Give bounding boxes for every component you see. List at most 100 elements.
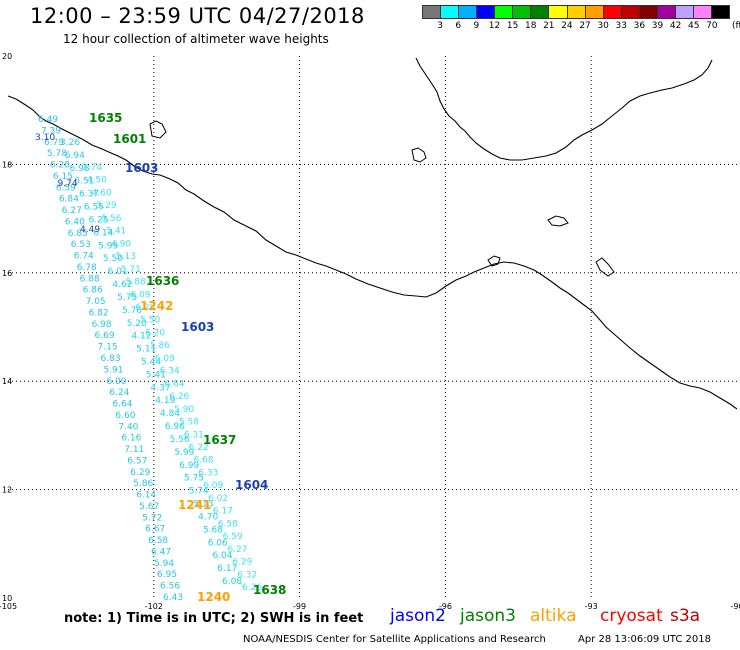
swh-value: 6.51 bbox=[74, 177, 94, 187]
swh-value: 5.78 bbox=[47, 149, 67, 159]
swh-value: 5.50 bbox=[140, 316, 160, 326]
swh-value: 4.62 bbox=[112, 280, 132, 290]
pass-time-label: 1638 bbox=[253, 583, 286, 597]
pass-time-label: 1603 bbox=[181, 320, 214, 334]
color-scale-swatch bbox=[674, 5, 693, 19]
swh-value: 4.49 bbox=[80, 225, 100, 235]
coastal-lagoon-outline bbox=[487, 255, 501, 267]
swh-value: 6.26 bbox=[169, 392, 189, 402]
color-scale-unit: (ft) bbox=[732, 21, 740, 31]
swh-value: 6.84 bbox=[59, 195, 79, 205]
pass-time-label: 1601 bbox=[113, 132, 146, 146]
color-scale-swatch bbox=[458, 5, 477, 19]
color-scale-tick-label: 9 bbox=[473, 21, 480, 31]
swh-value: 7.05 bbox=[86, 297, 106, 307]
page-subtitle: 12 hour collection of altimeter wave hei… bbox=[63, 32, 329, 46]
graticule bbox=[8, 56, 737, 598]
swh-value: 6.34 bbox=[160, 367, 180, 377]
swh-value: 6.27 bbox=[227, 545, 247, 555]
swh-value: 6.31 bbox=[184, 430, 204, 440]
longitude-label: -96 bbox=[439, 602, 452, 611]
swh-value: 6.78 bbox=[77, 263, 97, 273]
swh-value: 6.14 bbox=[93, 228, 113, 238]
swh-value: 6.98 bbox=[70, 164, 90, 174]
swh-value: 7.15 bbox=[98, 343, 118, 353]
swh-value: 5.20 bbox=[127, 319, 147, 329]
swh-value: 6.86 bbox=[83, 286, 103, 296]
color-scale-tick-label: 70 bbox=[706, 21, 718, 31]
swh-value: 7.39 bbox=[41, 126, 61, 136]
swh-value: 6.17 bbox=[217, 564, 237, 574]
credit-footer: NOAA/NESDIS Center for Satellite Applica… bbox=[243, 634, 546, 645]
laguna-terminos bbox=[411, 147, 427, 163]
color-scale-swatch bbox=[512, 5, 531, 19]
color-scale-swatch bbox=[711, 5, 731, 19]
swh-value: 5.41 bbox=[146, 370, 166, 380]
pass-time-label: 1241 bbox=[178, 498, 211, 512]
swh-value: 5.58 bbox=[179, 418, 199, 428]
swh-value: 4.12 bbox=[131, 332, 151, 342]
swh-value: 6.28 bbox=[135, 303, 155, 313]
swh-value: 6.01 bbox=[108, 267, 128, 277]
color-scale-tick-label: 39 bbox=[651, 21, 664, 31]
swh-value: 4.19 bbox=[155, 396, 175, 406]
swh-value: 6.82 bbox=[89, 308, 109, 318]
swh-value: 6.64 bbox=[164, 379, 184, 389]
swh-value: 6.32 bbox=[237, 570, 257, 580]
axis-labels: -105 -102 -99 -96 -93 -90 10 12 14 16 18 20 bbox=[0, 52, 740, 611]
swh-value: 5.11 bbox=[136, 345, 156, 355]
swh-value: 6.98 bbox=[92, 320, 112, 330]
color-scale-tick-label: 45 bbox=[688, 21, 700, 31]
swh-value: 5.74 bbox=[189, 487, 209, 497]
color-scale-swatch bbox=[602, 5, 621, 19]
swh-value: 6.49 bbox=[38, 115, 58, 125]
pass-time-label: 1604 bbox=[235, 478, 268, 492]
latitude-label: 20 bbox=[2, 52, 12, 61]
color-scale-swatch bbox=[620, 5, 639, 19]
satellite-legend-s3a: s3a bbox=[670, 606, 701, 626]
gulf-of-mexico-coastline bbox=[415, 57, 713, 161]
swh-value: 5.90 bbox=[174, 405, 194, 415]
color-scale-swatch bbox=[440, 5, 459, 19]
swh-value: 6.55 bbox=[84, 203, 104, 213]
swh-value: 4.37 bbox=[151, 383, 171, 393]
swh-value: 5.56 bbox=[170, 435, 190, 445]
swh-value: 6.67 bbox=[145, 525, 165, 535]
swh-value: 5.86 bbox=[150, 341, 170, 351]
swh-value: 6.15 bbox=[53, 172, 73, 182]
swh-value: 6.27 bbox=[62, 206, 82, 216]
swh-value: 6.04 bbox=[212, 551, 232, 561]
swh-value: 6.69 bbox=[95, 331, 115, 341]
swh-value: 6.95 bbox=[157, 570, 177, 580]
longitude-label: -105 bbox=[0, 602, 17, 611]
color-scale-tick-label: 3 bbox=[437, 21, 443, 31]
color-scale-swatch bbox=[494, 5, 513, 19]
swh-value: 6.83 bbox=[101, 354, 121, 364]
longitude-label: -90 bbox=[730, 602, 740, 611]
color-scale-swatch bbox=[530, 5, 549, 19]
swh-value: 5.41 bbox=[106, 227, 126, 237]
swh-value: 6.02 bbox=[208, 494, 228, 504]
swh-value: 6.85 bbox=[68, 229, 88, 239]
swh-value: 6.20 bbox=[145, 328, 165, 338]
swh-value: 6.06 bbox=[208, 538, 228, 548]
swh-value: 6.99 bbox=[179, 461, 199, 471]
swh-value: 6.58 bbox=[218, 519, 238, 529]
satellite-legend-jason3: jason3 bbox=[460, 606, 516, 626]
color-scale-tick-label: 30 bbox=[597, 21, 609, 31]
color-scale-swatches bbox=[422, 5, 731, 19]
swh-value: 3.10 bbox=[35, 133, 55, 143]
latitude-label: 16 bbox=[2, 269, 12, 278]
swh-value: 6.28 bbox=[50, 161, 70, 171]
longitude-label: -102 bbox=[145, 602, 163, 611]
color-scale-swatch bbox=[476, 5, 495, 19]
swh-value: 5.75 bbox=[184, 474, 204, 484]
swh-value: 6.17 bbox=[213, 507, 233, 517]
swh-value: 6.68 bbox=[194, 456, 214, 466]
swh-value: 5.13 bbox=[116, 252, 136, 262]
swh-value: 6.08 bbox=[222, 577, 242, 587]
color-scale-tick-label: 21 bbox=[543, 21, 555, 31]
swh-value: 6.33 bbox=[198, 468, 218, 478]
